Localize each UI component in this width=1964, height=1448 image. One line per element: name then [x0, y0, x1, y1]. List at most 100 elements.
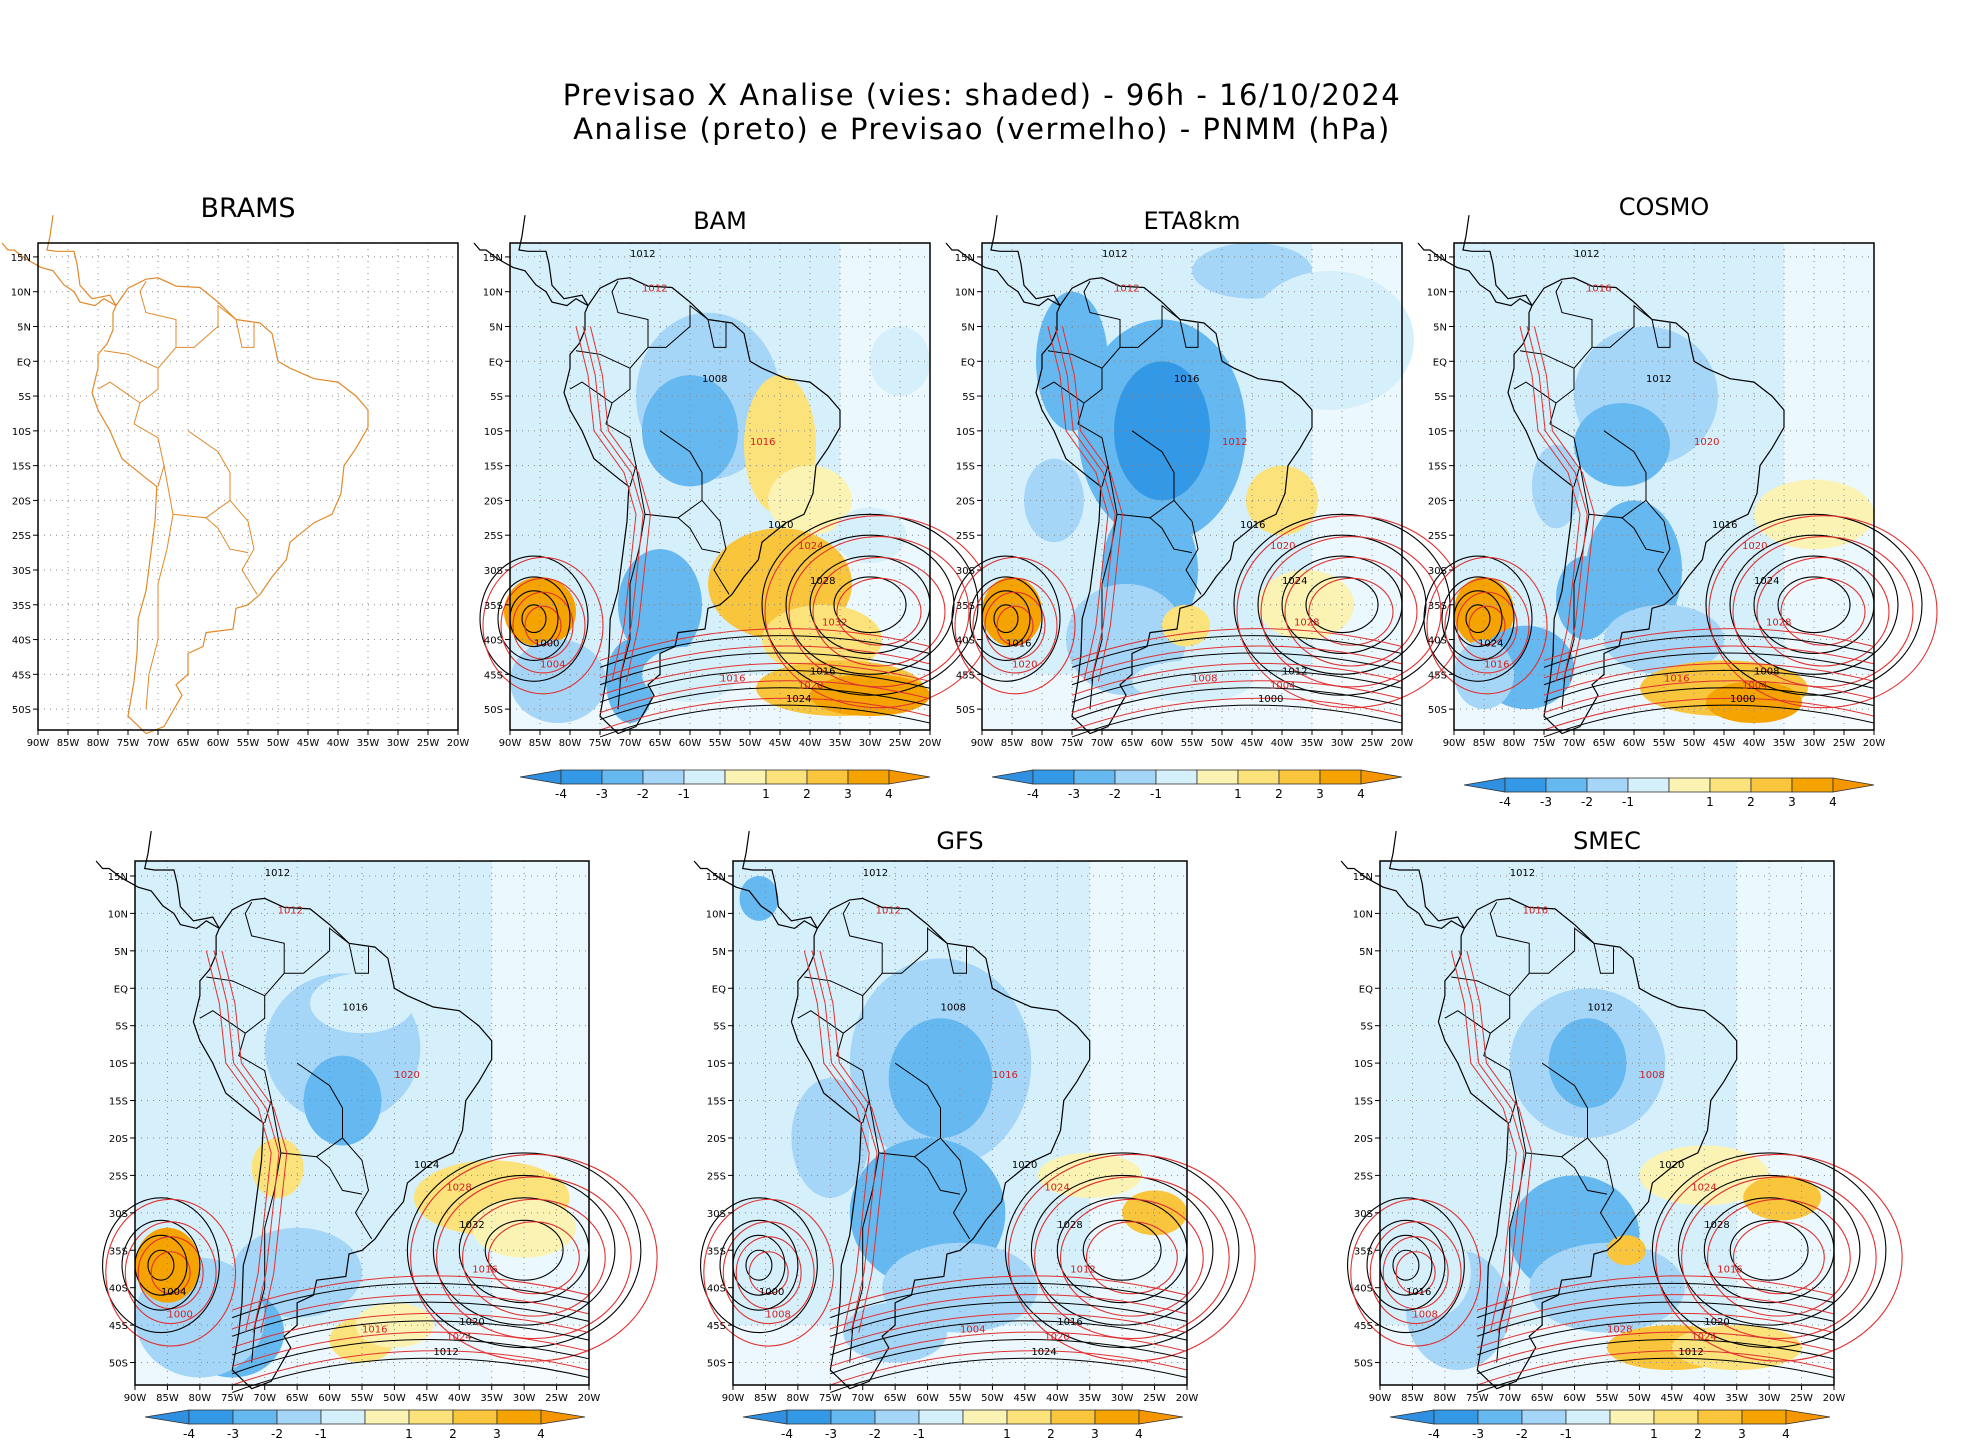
lat-tick-label: 30S: [1428, 566, 1447, 577]
map-svg: 1012 1012 1008 1016 1020 1024 1028 1032 1016 1020…: [473, 215, 994, 749]
forecast-isobar: [1071, 628, 1403, 661]
isobar-label: 1024: [446, 1332, 471, 1343]
colorbar-label: -2: [1581, 795, 1593, 809]
isobar-label: 1012: [1510, 868, 1535, 879]
country-border: [329, 927, 350, 951]
lon-tick-label: 75W: [221, 1393, 244, 1404]
analysis-isobar: [102, 1197, 220, 1334]
colorbar-arrow-right: [888, 769, 931, 785]
bias-area: [1548, 1018, 1627, 1109]
country-border: [206, 976, 265, 997]
lon-tick-label: 70W: [253, 1393, 276, 1404]
lon-tick-label: 85W: [529, 738, 552, 749]
colorbar-swatch: [601, 769, 644, 785]
country-border: [1651, 319, 1671, 348]
colorbar-label: 1: [1234, 787, 1242, 801]
lat-tick-label: 25S: [109, 1171, 128, 1182]
isobar-label: 1000: [167, 1310, 192, 1321]
lat-tick-label: 50S: [956, 705, 975, 716]
bias-area: [1556, 556, 1616, 640]
analysis-isobar: [232, 1301, 590, 1337]
forecast-isobar: [1756, 556, 1890, 667]
isobar-label: 1000: [1258, 694, 1283, 705]
lat-tick-label: 35S: [707, 1246, 726, 1257]
lon-tick-label: 35W: [1078, 1393, 1101, 1404]
country-border: [1101, 465, 1109, 487]
forecast-isobar: [461, 1198, 606, 1317]
analysis-isobar: [497, 576, 571, 661]
country-border: [316, 1156, 363, 1195]
bias-area: [739, 875, 779, 921]
analysis-isobar: [484, 1219, 564, 1281]
lat-tick-label: 15N: [108, 872, 128, 883]
forecast-isobar: [232, 1294, 590, 1330]
lon-tick-label: 20W: [578, 1393, 601, 1404]
lon-tick-label: 85W: [156, 1393, 179, 1404]
lon-tick-label: 85W: [1001, 738, 1024, 749]
forecast-isobar: [1369, 1221, 1462, 1325]
analysis-isobar: [599, 669, 931, 703]
forecast-isobar: [1655, 1153, 1903, 1362]
lat-tick-label: 5S: [115, 1022, 128, 1033]
colorbar-swatch: [1477, 1409, 1523, 1425]
lat-tick-label: 10N: [1353, 909, 1373, 920]
lon-tick-label: 65W: [649, 738, 672, 749]
lat-tick-label: 10S: [109, 1059, 128, 1070]
isobar-label: 1004: [540, 659, 565, 670]
lon-tick-label: 75W: [1061, 738, 1084, 749]
country-border: [264, 1100, 272, 1124]
lat-tick-label: 30S: [956, 566, 975, 577]
colorbar-swatch: [320, 1409, 366, 1425]
country-border: [235, 319, 255, 348]
map-panel-brams: 15N 10N 5N EQ 5S 10S 15S 20S 25S 30S 35S 40S 45S 50S 9…: [1, 215, 469, 749]
lon-tick-label: 65W: [177, 738, 200, 749]
isobar-label: 1008: [702, 374, 727, 385]
forecast-isobar: [1681, 1176, 1877, 1340]
colorbar-swatch: [1709, 777, 1752, 793]
isobar-label: 1008: [1754, 666, 1779, 677]
isobar-label: 1012: [1222, 437, 1247, 448]
lat-tick-label: 25S: [707, 1171, 726, 1182]
colorbar-label: 4: [1135, 1427, 1143, 1441]
forecast-isobar: [1543, 680, 1875, 714]
forecast-isobar: [1477, 1331, 1835, 1367]
lat-tick-label: 25S: [956, 531, 975, 542]
country-border: [1645, 500, 1674, 595]
colorbar-swatch: [683, 769, 726, 785]
lon-tick-label: 45W: [1713, 738, 1736, 749]
lon-tick-label: 60W: [1623, 738, 1646, 749]
analysis-isobar: [830, 1357, 1188, 1393]
lat-tick-label: 35S: [12, 601, 31, 612]
country-border: [629, 465, 637, 487]
isobar-label: 1020: [1742, 541, 1767, 552]
colorbar-label: -3: [227, 1427, 239, 1441]
colorbar-label: 2: [449, 1427, 457, 1441]
analysis-isobar: [830, 1320, 1188, 1356]
country-border: [1451, 976, 1510, 997]
colorbar-label: -3: [825, 1427, 837, 1441]
colorbar-arrow-right: [1832, 777, 1875, 793]
isobar-label: 1016: [992, 1070, 1017, 1081]
isobar-label: 1024: [786, 694, 811, 705]
analysis-isobar: [1071, 669, 1403, 703]
lat-tick-label: 40S: [109, 1284, 128, 1295]
map-svg: 1012 1012 1008 1016 1020 1024 1028 1012 1016 1020…: [693, 831, 1256, 1404]
lon-tick-label: 90W: [1369, 1393, 1392, 1404]
lon-tick-label: 55W: [351, 1393, 374, 1404]
lon-tick-label: 25W: [1833, 738, 1856, 749]
forecast-isobar: [836, 577, 922, 646]
lat-tick-label: 20S: [956, 496, 975, 507]
colorbar-arrow-left: [1463, 777, 1506, 793]
lon-tick-label: 60W: [1151, 738, 1174, 749]
lat-tick-label: 40S: [484, 636, 503, 647]
map-panel-eta8km: 1012 1012 1016 1012 1016 1020 1024 1028 1012 1004…: [945, 215, 1466, 749]
colorbar-swatch: [1032, 769, 1075, 785]
lat-tick-label: 35S: [484, 601, 503, 612]
isobar-label: 1020: [1270, 541, 1295, 552]
country-border: [1573, 465, 1581, 487]
colorbar-label: 4: [885, 787, 893, 801]
isobar-label: 1012: [1574, 249, 1599, 260]
lat-tick-label: 35S: [956, 601, 975, 612]
analysis-isobar: [1392, 1249, 1420, 1281]
isobar-label: 1028: [1057, 1220, 1082, 1231]
